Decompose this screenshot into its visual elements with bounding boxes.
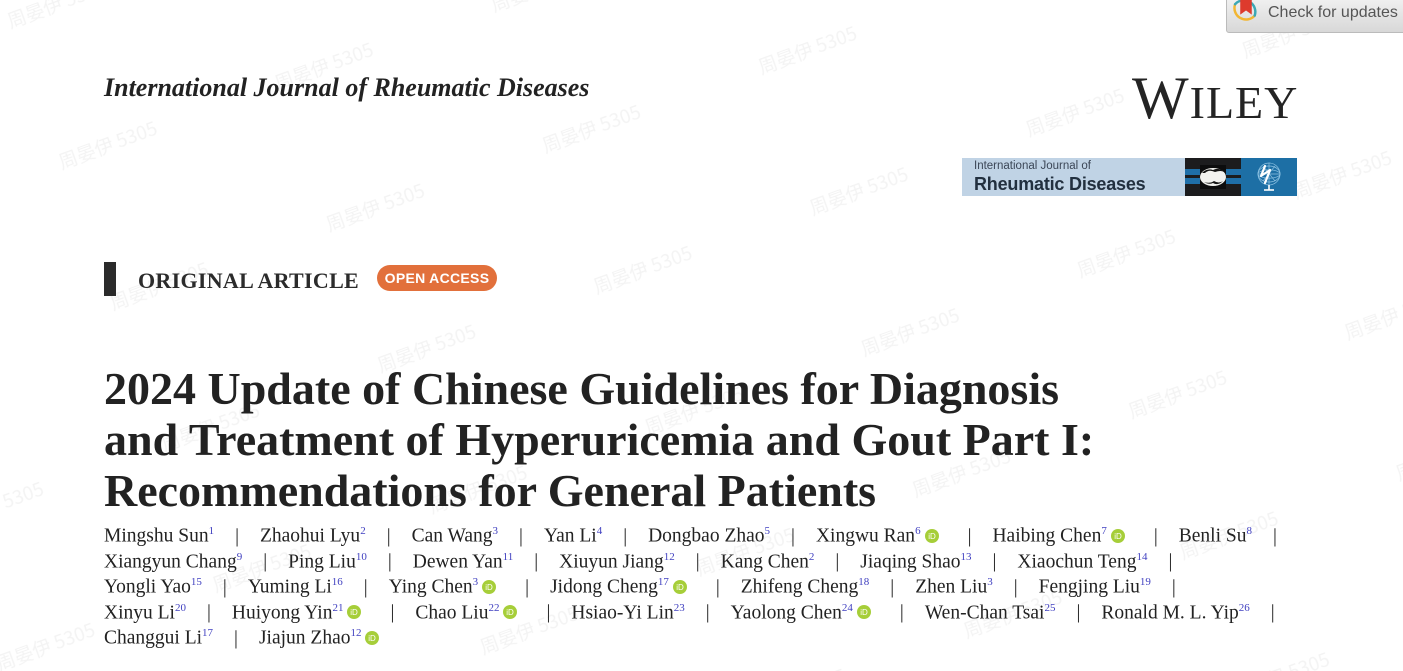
svg-text:iD: iD xyxy=(928,532,936,541)
svg-text:iD: iD xyxy=(369,634,377,643)
svg-text:iD: iD xyxy=(860,608,868,617)
svg-text:iD: iD xyxy=(351,608,359,617)
svg-text:iD: iD xyxy=(1114,532,1122,541)
svg-text:iD: iD xyxy=(676,583,684,592)
svg-text:iD: iD xyxy=(507,608,515,617)
svg-text:iD: iD xyxy=(485,583,493,592)
